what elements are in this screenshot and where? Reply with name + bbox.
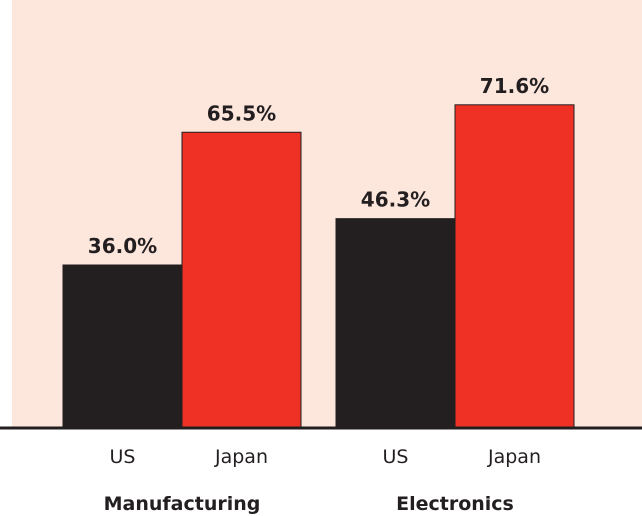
data-label-manufacturing-japan: 65.5% <box>207 101 276 125</box>
bar-manufacturing-us <box>62 264 183 428</box>
labels-layer: 36.0% US 65.5% Japan Manufacturing 46.3% US 71.… <box>88 74 549 515</box>
group-label-electronics: Electronics <box>396 493 514 515</box>
data-label-electronics-us: 46.3% <box>361 188 430 212</box>
bar-electronics-us <box>335 218 456 428</box>
data-label-manufacturing-us: 36.0% <box>88 234 157 258</box>
tick-label-manufacturing-japan: Japan <box>214 446 268 468</box>
tick-label-electronics-us: US <box>383 446 409 468</box>
bar-manufacturing-japan <box>181 131 302 428</box>
group-label-manufacturing: Manufacturing <box>104 493 261 515</box>
bar-electronics-japan <box>454 104 575 428</box>
bars-layer <box>62 104 575 428</box>
data-label-electronics-japan: 71.6% <box>480 74 549 98</box>
tick-label-manufacturing-us: US <box>110 446 136 468</box>
tick-label-electronics-japan: Japan <box>487 446 541 468</box>
